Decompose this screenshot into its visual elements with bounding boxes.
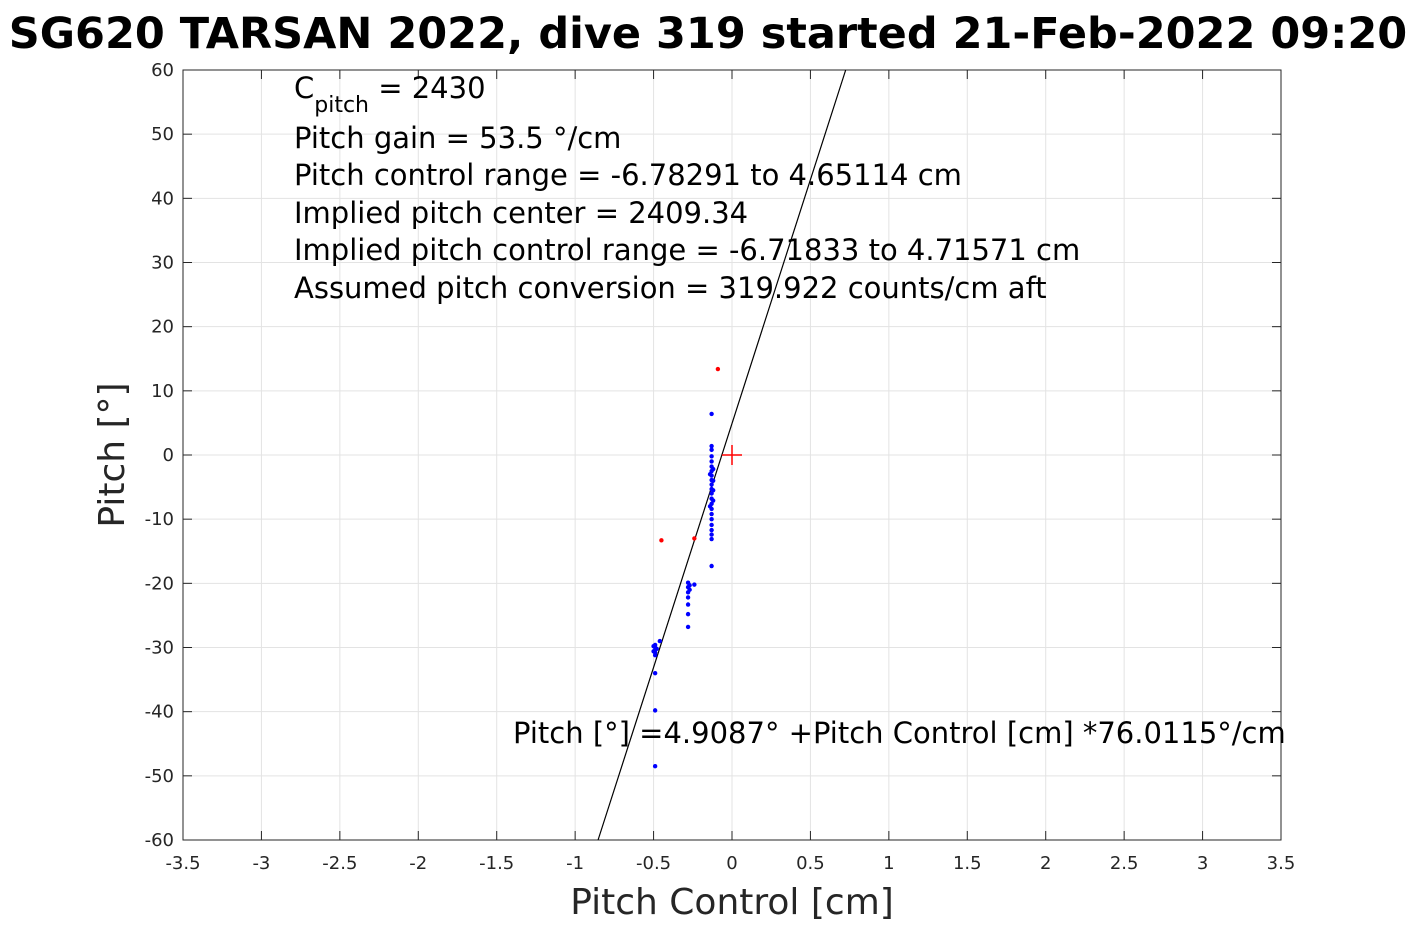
x-tick-label: -3.5 (165, 853, 200, 874)
data-point (709, 527, 714, 533)
data-point (652, 653, 658, 658)
fit-line (597, 69, 847, 841)
c-pitch-symbol: C (294, 71, 314, 105)
data-point (709, 511, 714, 517)
data-point (687, 587, 692, 592)
data-point (709, 447, 714, 453)
data-point (659, 538, 664, 543)
data-point (685, 624, 691, 630)
y-axis-label: Pitch [°] (92, 382, 133, 527)
data-point (709, 563, 714, 569)
x-tick-label: -1 (566, 853, 584, 874)
y-tick-label: -20 (145, 573, 174, 594)
x-tick-label: 0.5 (796, 853, 825, 874)
plot-content (597, 69, 847, 841)
data-point (651, 649, 656, 654)
y-tick-label: 20 (151, 317, 174, 338)
data-point (710, 478, 716, 483)
data-series (651, 366, 721, 769)
y-axis-tick-labels: 60 50 40 30 20 10 0 -10 -20 -30 -40 -50 -60 (145, 60, 174, 851)
implied-pitch-control-range-annotation: Implied pitch control range = -6.71833 t… (294, 233, 1080, 267)
parameter-annotations: Cpitch = 2430 Pitch gain = 53.5 °/cm Pit… (294, 71, 1286, 750)
y-tick-label: -10 (145, 509, 174, 530)
x-tick-label: 1 (883, 853, 894, 874)
data-point (709, 459, 714, 464)
data-point (715, 366, 721, 372)
assumed-pitch-conversion-annotation: Assumed pitch conversion = 319.922 count… (294, 271, 1047, 305)
data-point (685, 611, 691, 617)
x-tick-label: -2.5 (322, 853, 357, 874)
data-point (692, 536, 697, 541)
x-tick-label: 1.5 (953, 853, 982, 874)
data-point (709, 522, 714, 528)
y-tick-label: -60 (145, 830, 174, 851)
y-tick-label: -40 (145, 702, 174, 723)
data-point (652, 708, 658, 713)
data-point (709, 516, 714, 522)
data-point (692, 582, 697, 587)
data-point (651, 644, 656, 649)
y-tick-label: 10 (151, 381, 174, 402)
data-point (710, 488, 716, 493)
data-point (710, 498, 716, 503)
x-tick-label: 0 (726, 853, 737, 874)
data-point (687, 583, 692, 588)
data-point (685, 595, 691, 600)
x-axis-label: Pitch Control [cm] (570, 882, 894, 923)
center-marker (722, 445, 742, 465)
data-point (654, 646, 659, 651)
data-point (709, 536, 714, 542)
data-point (709, 411, 714, 417)
data-point (652, 670, 658, 676)
y-tick-label: 30 (151, 253, 174, 274)
data-point (685, 602, 691, 607)
c-pitch-annotation: Cpitch = 2430 (294, 71, 486, 118)
pitch-gain-annotation: Pitch gain = 53.5 °/cm (294, 121, 621, 155)
data-point (709, 482, 714, 487)
x-tick-label: 3.5 (1267, 853, 1296, 874)
x-tick-label: -2 (409, 853, 427, 874)
implied-pitch-center-annotation: Implied pitch center = 2409.34 (294, 196, 748, 230)
data-point (707, 504, 713, 509)
y-tick-label: -30 (145, 638, 174, 659)
data-point (709, 532, 714, 537)
y-tick-label: 40 (151, 188, 174, 209)
x-axis-tick-labels: -3.5 -3 -2.5 -2 -1.5 -1 -0.5 0 0.5 1 1.5 2 2.5 3 3.5 (165, 853, 1295, 874)
y-tick-label: 60 (151, 60, 174, 81)
y-tick-label: -50 (145, 766, 174, 787)
pitch-control-range-annotation: Pitch control range = -6.78291 to 4.6511… (294, 158, 962, 192)
x-tick-label: -1.5 (479, 853, 514, 874)
x-tick-label: 2 (1040, 853, 1051, 874)
c-pitch-subscript: pitch (314, 93, 369, 118)
data-point (657, 638, 663, 644)
data-point (710, 466, 716, 472)
x-tick-label: -0.5 (636, 853, 671, 874)
axis-ticks (182, 69, 1282, 841)
fit-equation-annotation: Pitch [°] =4.9087° +Pitch Control [cm] *… (513, 716, 1286, 750)
x-tick-label: 3 (1197, 853, 1208, 874)
c-pitch-value: = 2430 (369, 71, 486, 105)
data-point (707, 472, 713, 477)
x-tick-label: -3 (252, 853, 270, 874)
grid-lines (182, 69, 1282, 841)
data-point (709, 443, 714, 449)
chart-title: SG620 TARSAN 2022, dive 319 started 21-F… (9, 9, 1407, 59)
y-tick-label: 50 (151, 124, 174, 145)
data-point (652, 764, 658, 769)
x-tick-label: 2.5 (1110, 853, 1139, 874)
data-point (709, 454, 714, 459)
y-tick-label: 0 (163, 445, 174, 466)
